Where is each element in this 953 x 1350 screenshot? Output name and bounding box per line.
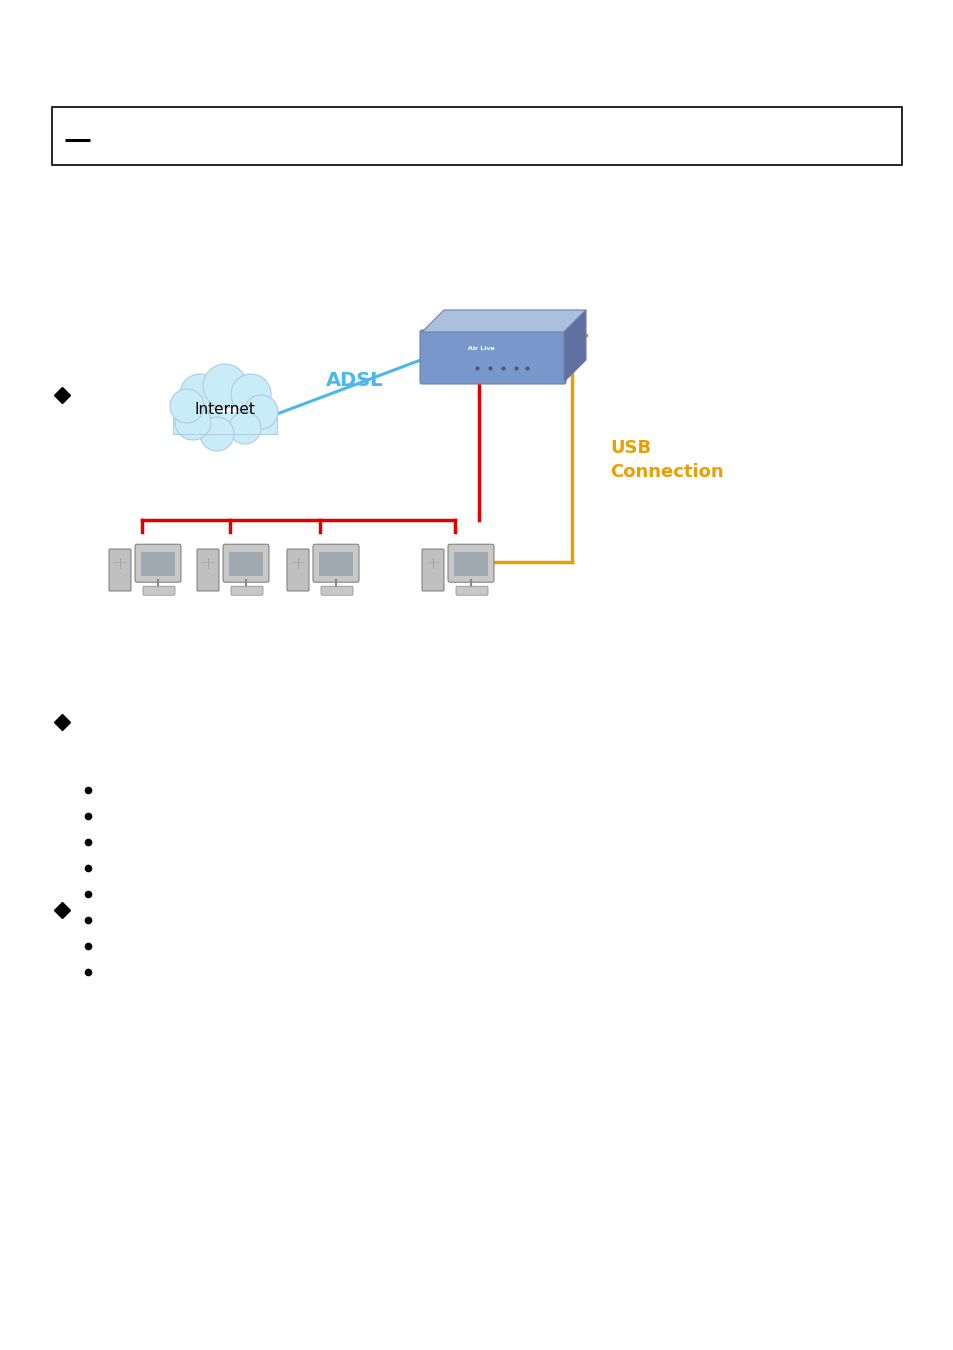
- Circle shape: [170, 389, 204, 423]
- Circle shape: [244, 396, 277, 429]
- Text: USB
Connection: USB Connection: [609, 439, 723, 481]
- FancyBboxPatch shape: [223, 544, 269, 582]
- FancyBboxPatch shape: [313, 544, 358, 582]
- FancyBboxPatch shape: [143, 586, 174, 595]
- Circle shape: [229, 412, 261, 444]
- FancyBboxPatch shape: [456, 586, 488, 595]
- FancyBboxPatch shape: [448, 544, 494, 582]
- Polygon shape: [563, 310, 585, 382]
- Circle shape: [203, 364, 247, 408]
- FancyBboxPatch shape: [231, 586, 263, 595]
- Polygon shape: [421, 310, 585, 332]
- Circle shape: [200, 417, 233, 451]
- FancyBboxPatch shape: [419, 329, 565, 383]
- Text: Air Live: Air Live: [468, 346, 495, 351]
- FancyBboxPatch shape: [320, 586, 353, 595]
- FancyBboxPatch shape: [454, 552, 488, 576]
- FancyBboxPatch shape: [196, 549, 219, 591]
- FancyBboxPatch shape: [229, 552, 263, 576]
- Circle shape: [180, 374, 220, 414]
- FancyBboxPatch shape: [141, 552, 174, 576]
- FancyBboxPatch shape: [318, 552, 353, 576]
- Circle shape: [174, 404, 211, 440]
- FancyBboxPatch shape: [135, 544, 181, 582]
- FancyBboxPatch shape: [421, 549, 443, 591]
- Text: Internet: Internet: [194, 402, 255, 417]
- FancyBboxPatch shape: [287, 549, 309, 591]
- FancyBboxPatch shape: [172, 412, 276, 433]
- Text: ADSL: ADSL: [326, 370, 383, 390]
- Circle shape: [231, 374, 271, 414]
- FancyBboxPatch shape: [109, 549, 131, 591]
